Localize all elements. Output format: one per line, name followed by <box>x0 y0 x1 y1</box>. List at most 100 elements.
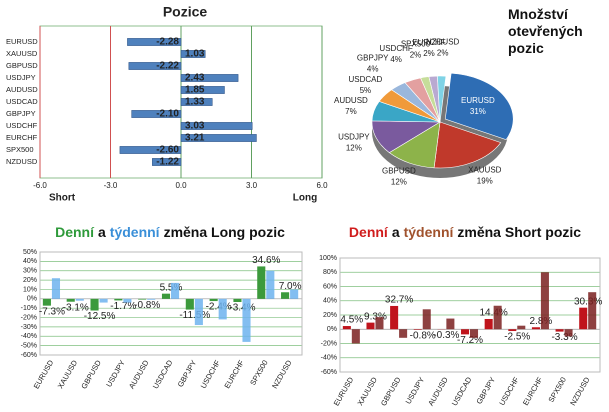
category-label: EURCHF <box>6 133 38 142</box>
bar <box>257 266 266 299</box>
bar <box>180 122 253 130</box>
plot-frame <box>339 257 601 373</box>
bar <box>422 309 431 330</box>
value-label: -1.7% <box>110 301 136 312</box>
category-label: XAUUSD <box>6 49 38 58</box>
y-tick-label: 30% <box>23 268 37 275</box>
x-tick-label: -3.0 <box>104 181 118 190</box>
bar <box>446 318 455 330</box>
bar <box>161 293 171 299</box>
x-tick-label: USDJPY <box>404 375 427 405</box>
bar <box>180 74 239 82</box>
slice-label: AUDUSD <box>334 96 368 105</box>
value-label: -2.28 <box>156 37 179 48</box>
value-label: 32.7% <box>385 295 413 306</box>
y-tick-label: -20% <box>321 340 337 347</box>
value-label: -3.1% <box>63 302 89 313</box>
bar <box>342 326 351 330</box>
x-tick-label: EURUSD <box>332 375 356 407</box>
category-label: GBPJPY <box>6 109 36 118</box>
value-label: -0.3% <box>433 330 459 341</box>
pie-title: Množství otevřených pozic <box>508 6 583 56</box>
bar <box>399 329 408 338</box>
category-label: EURUSD <box>6 37 38 46</box>
y-tick-label: 0% <box>327 326 337 333</box>
value-label: -3.3% <box>551 332 577 343</box>
x-tick-label: USDCAD <box>450 375 474 407</box>
slice-label: GBPJPY <box>357 53 389 62</box>
slice-label: NZDUSD <box>426 38 460 47</box>
bar <box>413 329 422 330</box>
y-tick-label: -60% <box>21 352 37 359</box>
x-tick-label: NZDUSD <box>568 375 592 407</box>
value-label: 3.03 <box>185 121 205 132</box>
title-part: změna Short pozic <box>457 224 581 240</box>
slice-value: 4% <box>367 64 379 73</box>
slice-value: 31% <box>470 107 486 116</box>
pie-slice <box>433 121 502 169</box>
category-label: NZDUSD <box>6 157 38 166</box>
x-tick-label: EURCHF <box>521 375 545 407</box>
chart-title: Pozice <box>163 4 208 20</box>
x-tick-label: EURCHF <box>222 358 246 390</box>
category-label: USDCHF <box>6 121 38 130</box>
value-label: -7.3% <box>39 306 65 317</box>
bar <box>42 298 51 306</box>
bar <box>351 329 360 344</box>
value-label: 9.3% <box>364 311 387 322</box>
value-label: 1.03 <box>185 49 205 60</box>
category-label: USDJPY <box>6 73 36 82</box>
slice-label: EURUSD <box>461 96 495 105</box>
value-label: -1.22 <box>156 157 179 168</box>
x-tick-label: GBPJPY <box>474 375 497 405</box>
slice-value: 19% <box>477 176 493 185</box>
bar <box>375 317 384 330</box>
bar <box>209 298 218 302</box>
bar <box>180 98 213 106</box>
bar <box>555 329 564 332</box>
value-label: 1.85 <box>185 85 205 96</box>
chart-title: Denní a týdenní změna Long pozic <box>55 224 285 240</box>
y-tick-label: 10% <box>23 286 37 293</box>
x-tick-label: USDCAD <box>151 358 175 390</box>
slice-label: USDCAD <box>348 75 382 84</box>
bar <box>531 327 540 330</box>
bar <box>579 307 588 330</box>
y-tick-label: -30% <box>21 324 37 331</box>
bar <box>119 146 182 154</box>
y-tick-label: 20% <box>323 312 337 319</box>
category-label: USDCAD <box>6 97 38 106</box>
value-label: -0.8% <box>410 330 436 341</box>
x-tick-label: 3.0 <box>246 181 258 190</box>
value-label: -2.60 <box>156 145 179 156</box>
bar <box>90 298 99 311</box>
bar <box>517 325 526 330</box>
value-label: 2.43 <box>185 73 205 84</box>
bar <box>366 322 375 330</box>
y-tick-label: 40% <box>23 258 37 265</box>
title-part: týdenní <box>110 224 161 240</box>
pie-slice <box>444 72 514 141</box>
bar <box>588 292 597 330</box>
slice-value: 2% <box>423 49 435 58</box>
y-tick-label: -40% <box>21 333 37 340</box>
y-tick-label: -20% <box>21 314 37 321</box>
bar <box>123 298 132 303</box>
bar <box>127 38 182 46</box>
value-label: -2.10 <box>156 109 179 120</box>
x-tick-label: GBPUSD <box>379 375 403 407</box>
category-label: SPX500 <box>6 145 34 154</box>
y-tick-label: 0% <box>27 296 37 303</box>
bar <box>180 134 257 142</box>
y-tick-label: 50% <box>23 249 37 256</box>
x-tick-label: NZDUSD <box>270 358 294 390</box>
title-part: a <box>392 224 400 240</box>
slice-label: SPX500 <box>401 39 431 48</box>
x-tick-label: 6.0 <box>316 181 328 190</box>
y-tick-label: 80% <box>323 269 337 276</box>
bar <box>242 298 251 342</box>
y-tick-label: -50% <box>21 342 37 349</box>
value-label: -12.5% <box>84 311 116 322</box>
bar <box>540 272 549 330</box>
